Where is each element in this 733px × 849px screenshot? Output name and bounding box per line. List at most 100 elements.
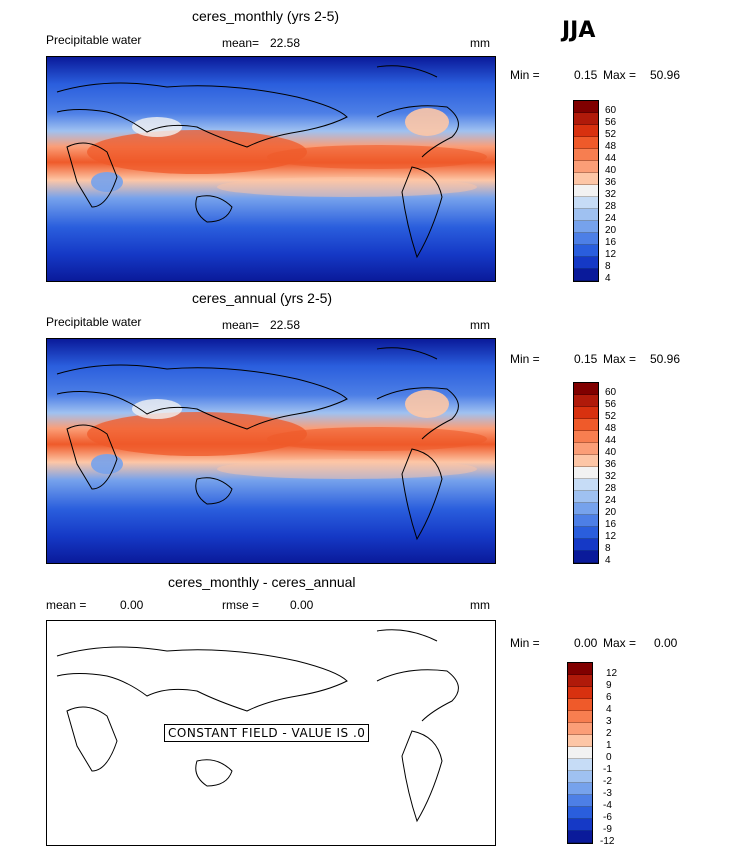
panel-1-colorbar-swatch — [574, 161, 598, 173]
panel-2-colorbar-swatch — [574, 515, 598, 527]
panel-3-colorbar — [567, 662, 593, 844]
panel-2-title: ceres_annual (yrs 2-5) — [192, 290, 333, 306]
colorbar-tick: -6 — [603, 812, 612, 823]
panel-3-title: ceres_monthly - ceres_annual — [168, 574, 356, 590]
colorbar-tick: 12 — [606, 668, 618, 679]
panel-3-rmse-label: rmse = — [222, 598, 260, 612]
panel-1-colorbar-swatch — [574, 209, 598, 221]
panel-2-mean-value: 22.58 — [270, 318, 301, 332]
panel-1-colorbar-swatch — [574, 137, 598, 149]
panel-3-min-label: Min = — [510, 636, 540, 650]
panel-2-variable-label: Precipitable water — [46, 315, 142, 329]
panel-1-colorbar-swatch — [574, 257, 598, 269]
colorbar-tick: 52 — [605, 129, 617, 140]
colorbar-tick: 3 — [606, 716, 612, 727]
panel-3-colorbar-swatch — [568, 723, 592, 735]
panel-1-units: mm — [470, 36, 490, 50]
colorbar-tick: 32 — [605, 189, 617, 200]
panel-2-colorbar-swatch — [574, 503, 598, 515]
panel-1-colorbar-swatch — [574, 101, 598, 113]
panel-1-title: ceres_monthly (yrs 2-5) — [192, 8, 340, 24]
panel-3-colorbar-swatch — [568, 831, 592, 843]
panel-2-colorbar-swatch — [574, 443, 598, 455]
colorbar-tick: 44 — [605, 435, 617, 446]
panel-3-colorbar-swatch — [568, 807, 592, 819]
colorbar-tick: 32 — [605, 471, 617, 482]
colorbar-tick: 8 — [605, 261, 611, 272]
colorbar-tick: 16 — [605, 519, 617, 530]
colorbar-tick: 60 — [605, 387, 617, 398]
panel-1-max-label: Max = — [603, 68, 637, 82]
panel-3-colorbar-swatch — [568, 747, 592, 759]
panel-3-units: mm — [470, 598, 490, 612]
colorbar-tick: 56 — [605, 399, 617, 410]
panel-2-mean-label: mean= — [222, 318, 260, 332]
panel-1-max-value: 50.96 — [650, 68, 681, 82]
panel-1-colorbar-swatch — [574, 113, 598, 125]
panel-1-min-label: Min = — [510, 68, 540, 82]
colorbar-tick: -3 — [603, 788, 612, 799]
panel-1-colorbar-swatch — [574, 149, 598, 161]
panel-2-map — [46, 338, 496, 564]
panel-1-colorbar-swatch — [574, 185, 598, 197]
panel-3-colorbar-swatch — [568, 819, 592, 831]
panel-3-rmse-value: 0.00 — [290, 598, 314, 612]
colorbar-tick: 36 — [605, 459, 617, 470]
panel-2-colorbar-swatch — [574, 479, 598, 491]
panel-3-colorbar-swatch — [568, 675, 592, 687]
panel-2-colorbar-swatch — [574, 539, 598, 551]
colorbar-tick: 40 — [605, 447, 617, 458]
colorbar-tick: 20 — [605, 507, 617, 518]
panel-2-colorbar-swatch — [574, 527, 598, 539]
panel-1-colorbar-swatch — [574, 125, 598, 137]
panel-3-colorbar-swatch — [568, 759, 592, 771]
colorbar-tick: 0 — [606, 752, 612, 763]
panel-3-colorbar-swatch — [568, 795, 592, 807]
panel-2-colorbar-swatch — [574, 395, 598, 407]
panel-2-units: mm — [470, 318, 490, 332]
panel-3-colorbar-swatch — [568, 771, 592, 783]
panel-2-min-label: Min = — [510, 352, 540, 366]
panel-3-colorbar-swatch — [568, 687, 592, 699]
colorbar-tick: 56 — [605, 117, 617, 128]
panel-1-mean-label: mean= — [222, 36, 260, 50]
season-label: JJA — [562, 18, 596, 43]
panel-3-mean-label: mean = — [46, 598, 87, 612]
colorbar-tick: 52 — [605, 411, 617, 422]
colorbar-tick: 60 — [605, 105, 617, 116]
panel-2-min-value: 0.15 — [574, 352, 598, 366]
colorbar-tick: 20 — [605, 225, 617, 236]
colorbar-tick: 4 — [606, 704, 612, 715]
panel-2-max-value: 50.96 — [650, 352, 681, 366]
panel-1-map — [46, 56, 496, 282]
panel-3-map: CONSTANT FIELD - VALUE IS .0 — [46, 620, 496, 846]
panel-3-min-value: 0.00 — [574, 636, 598, 650]
panel-1-colorbar-swatch — [574, 221, 598, 233]
colorbar-tick: 4 — [605, 555, 611, 566]
colorbar-tick: -1 — [603, 764, 612, 775]
colorbar-tick: 48 — [605, 141, 617, 152]
colorbar-tick: 28 — [605, 483, 617, 494]
colorbar-tick: 1 — [606, 740, 612, 751]
panel-2-colorbar-swatch — [574, 383, 598, 395]
colorbar-tick: 28 — [605, 201, 617, 212]
colorbar-tick: 4 — [605, 273, 611, 284]
panel-2-colorbar-swatch — [574, 407, 598, 419]
colorbar-tick: -9 — [603, 824, 612, 835]
panel-3-colorbar-swatch — [568, 711, 592, 723]
colorbar-tick: 12 — [605, 531, 617, 542]
colorbar-tick: 6 — [606, 692, 612, 703]
panel-1-colorbar-swatch — [574, 233, 598, 245]
panel-1-colorbar-swatch — [574, 245, 598, 257]
panel-1-variable-label: Precipitable water — [46, 33, 142, 47]
panel-2-colorbar-swatch — [574, 491, 598, 503]
colorbar-tick: 8 — [605, 543, 611, 554]
colorbar-tick: -12 — [600, 836, 615, 847]
colorbar-tick: -2 — [603, 776, 612, 787]
panel-1-mean-value: 22.58 — [270, 36, 301, 50]
colorbar-tick: 9 — [606, 680, 612, 691]
panel-1-colorbar — [573, 100, 599, 282]
colorbar-tick: 24 — [605, 495, 617, 506]
panel-2-colorbar-swatch — [574, 431, 598, 443]
panel-3-colorbar-swatch — [568, 735, 592, 747]
